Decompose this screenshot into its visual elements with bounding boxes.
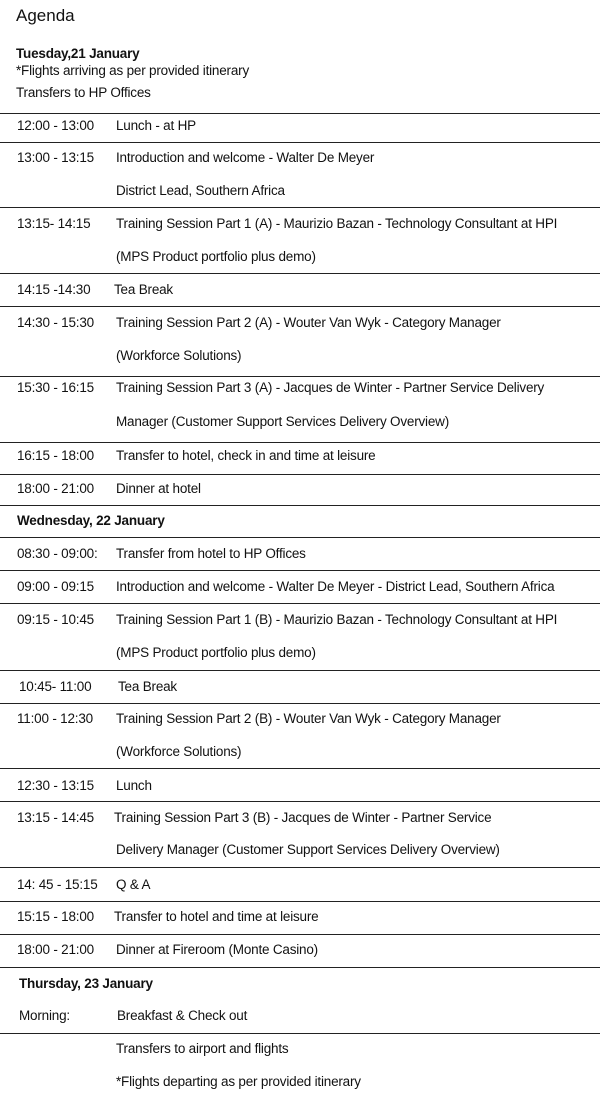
row-desc: Transfer from hotel to HP Offices bbox=[116, 546, 306, 561]
row-desc: Training Session Part 2 (B) - Wouter Van… bbox=[116, 711, 501, 726]
page-title: Agenda bbox=[16, 6, 75, 25]
divider bbox=[0, 967, 600, 968]
row-desc: (Workforce Solutions) bbox=[116, 348, 242, 363]
row-desc: Breakfast & Check out bbox=[117, 1008, 248, 1023]
row-desc: Training Session Part 1 (A) - Maurizio B… bbox=[116, 216, 558, 231]
row-desc: Delivery Manager (Customer Support Servi… bbox=[116, 842, 500, 857]
divider bbox=[0, 442, 600, 443]
row-time: 13:15- 14:15 bbox=[17, 216, 91, 231]
divider bbox=[0, 505, 600, 506]
divider bbox=[0, 670, 600, 671]
day-heading: Tuesday,21 January bbox=[16, 46, 140, 61]
row-desc: (MPS Product portfolio plus demo) bbox=[116, 645, 316, 660]
row-desc: (Workforce Solutions) bbox=[116, 744, 242, 759]
divider bbox=[0, 113, 600, 114]
row-desc: Manager (Customer Support Services Deliv… bbox=[116, 414, 450, 429]
row-time: 14:30 - 15:30 bbox=[17, 315, 94, 330]
row-time: 16:15 - 18:00 bbox=[17, 448, 94, 463]
row-time: 15:30 - 16:15 bbox=[17, 380, 94, 395]
row-time: 11:00 - 12:30 bbox=[17, 711, 93, 726]
divider bbox=[0, 570, 600, 571]
day-heading: Wednesday, 22 January bbox=[17, 513, 165, 528]
row-desc: Introduction and welcome - Walter De Mey… bbox=[116, 579, 555, 594]
row-time: 12:00 - 13:00 bbox=[17, 118, 94, 133]
row-desc: District Lead, Southern Africa bbox=[116, 183, 285, 198]
row-time: 14:15 -14:30 bbox=[17, 282, 91, 297]
row-desc: (MPS Product portfolio plus demo) bbox=[116, 249, 316, 264]
row-desc: Transfer to hotel and time at leisure bbox=[114, 909, 319, 924]
divider bbox=[0, 934, 600, 935]
row-desc: Dinner at hotel bbox=[116, 481, 201, 496]
row-time: 12:30 - 13:15 bbox=[17, 778, 94, 793]
divider bbox=[0, 207, 600, 208]
row-desc: Tea Break bbox=[118, 679, 177, 694]
row-desc: Introduction and welcome - Walter De Mey… bbox=[116, 150, 375, 165]
day-note: Transfers to HP Offices bbox=[16, 85, 151, 100]
row-time: 13:15 - 14:45 bbox=[17, 810, 94, 825]
divider bbox=[0, 142, 600, 143]
day-heading: Thursday, 23 January bbox=[19, 976, 153, 991]
divider bbox=[0, 537, 600, 538]
divider bbox=[0, 867, 600, 868]
row-desc: Training Session Part 3 (A) - Jacques de… bbox=[116, 380, 545, 395]
row-time: 09:00 - 09:15 bbox=[17, 579, 94, 594]
divider bbox=[0, 306, 600, 307]
row-desc: Lunch bbox=[116, 778, 152, 793]
divider bbox=[0, 768, 600, 769]
row-desc: Training Session Part 1 (B) - Maurizio B… bbox=[116, 612, 558, 627]
divider bbox=[0, 801, 600, 802]
row-time: 13:00 - 13:15 bbox=[17, 150, 94, 165]
row-desc: Transfers to airport and flights bbox=[116, 1041, 289, 1056]
row-time: 15:15 - 18:00 bbox=[17, 909, 94, 924]
row-desc: Transfer to hotel, check in and time at … bbox=[116, 448, 376, 463]
row-desc: Training Session Part 2 (A) - Wouter Van… bbox=[116, 315, 501, 330]
row-time: 08:30 - 09:00: bbox=[17, 546, 98, 561]
row-time: 18:00 - 21:00 bbox=[17, 481, 94, 496]
divider bbox=[0, 703, 600, 704]
row-desc: Q & A bbox=[116, 877, 151, 892]
row-desc: Lunch - at HP bbox=[116, 118, 196, 133]
row-time: 18:00 - 21:00 bbox=[17, 942, 94, 957]
row-time: Morning: bbox=[19, 1008, 70, 1023]
row-desc: Dinner at Fireroom (Monte Casino) bbox=[116, 942, 318, 957]
divider bbox=[0, 376, 600, 377]
divider bbox=[0, 901, 600, 902]
day-note: *Flights arriving as per provided itiner… bbox=[16, 63, 250, 78]
row-time: 09:15 - 10:45 bbox=[17, 612, 94, 627]
divider bbox=[0, 1033, 600, 1034]
divider bbox=[0, 273, 600, 274]
divider bbox=[0, 474, 600, 475]
row-time: 14: 45 - 15:15 bbox=[17, 877, 98, 892]
divider bbox=[0, 603, 600, 604]
row-desc: Training Session Part 3 (B) - Jacques de… bbox=[114, 810, 492, 825]
row-desc: *Flights departing as per provided itine… bbox=[116, 1074, 361, 1089]
row-desc: Tea Break bbox=[114, 282, 173, 297]
row-time: 10:45- 11:00 bbox=[19, 679, 92, 694]
